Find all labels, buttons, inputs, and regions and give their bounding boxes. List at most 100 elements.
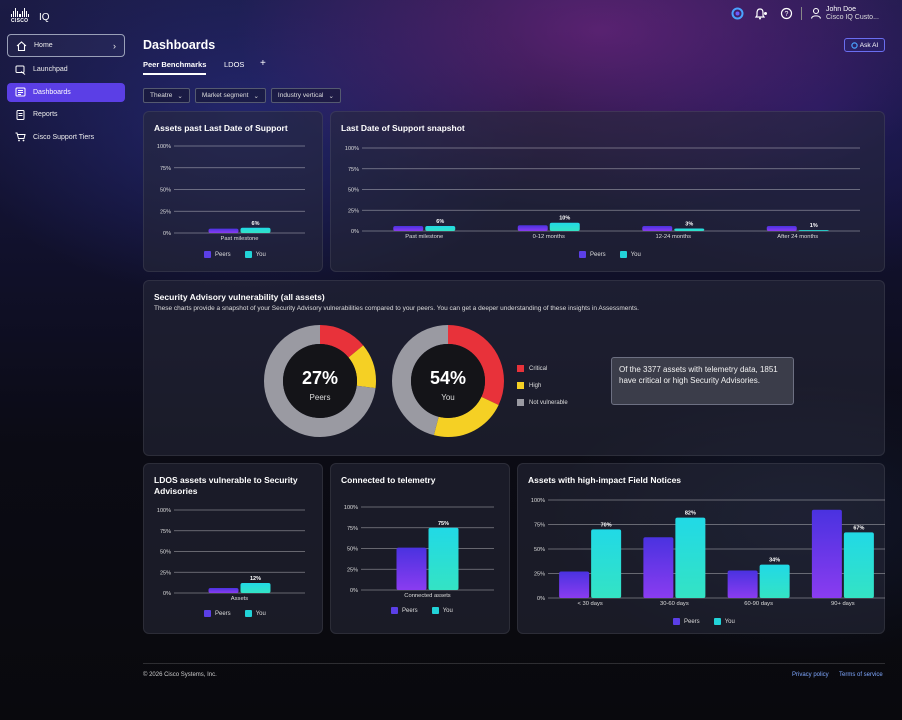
privacy-policy-link[interactable]: Privacy policy — [792, 672, 829, 678]
copyright: © 2026 Cisco Systems, Inc. — [143, 672, 217, 678]
bell-icon[interactable] — [754, 7, 767, 20]
legend-you: You — [619, 251, 641, 258]
cisco-bridge-icon — [11, 7, 29, 17]
legend-not-vulnerable: Not vulnerable — [517, 394, 568, 411]
app-name: IQ — [39, 12, 50, 23]
y-tick-label: 50% — [160, 550, 171, 556]
report-icon — [16, 109, 25, 120]
donut-hole — [411, 344, 485, 418]
sidebar-item-label: Launchpad — [33, 66, 68, 73]
data-label: 6% — [436, 219, 444, 225]
y-tick-label: 100% — [344, 505, 358, 511]
sidebar-item-support-tiers[interactable]: Cisco Support Tiers — [7, 128, 125, 147]
sidebar-item-reports[interactable]: Reports — [7, 105, 125, 124]
sparkle-icon — [851, 41, 858, 49]
sidebar: Home › Launchpad Dashboards Reports Cisc… — [7, 34, 125, 150]
legend-you: You — [244, 251, 266, 258]
donut-slice-not-vulnerable — [264, 325, 376, 437]
user-icon — [810, 7, 822, 19]
bar-peers — [208, 588, 239, 593]
cisco-logo[interactable]: CISCO IQ — [11, 7, 50, 24]
donut-center-value: 54% — [430, 368, 466, 388]
bar-you — [674, 228, 705, 231]
y-tick-label: 75% — [347, 526, 358, 532]
y-tick-label: 100% — [157, 508, 171, 514]
logo-word: CISCO — [11, 18, 29, 24]
home-icon — [16, 40, 27, 51]
chart-legend: Peers You — [579, 251, 641, 258]
theatre-filter[interactable]: Theatre ⌄ — [143, 88, 190, 103]
data-label: 3% — [685, 222, 693, 228]
donut-slice-high — [264, 325, 376, 437]
sidebar-item-home[interactable]: Home › — [7, 34, 125, 57]
user-name: John Doe — [826, 6, 856, 13]
donut-center-value: 27% — [302, 368, 338, 388]
help-icon[interactable]: ? — [780, 7, 793, 20]
ask-ai-label: Ask AI — [859, 41, 879, 49]
x-tick-label: Assets — [231, 596, 248, 602]
y-tick-label: 25% — [534, 572, 545, 578]
ldos-snapshot-chart: 100% 75% 50% 25% 0% 6% Past milestone 10% 0-12 m… — [345, 146, 860, 240]
x-tick-label: 30-60 days — [660, 601, 689, 607]
ask-ai-button[interactable]: Ask AI — [844, 38, 885, 52]
y-tick-label: 25% — [348, 208, 359, 214]
sidebar-item-label: Dashboards — [33, 88, 71, 96]
bar-peers — [396, 547, 427, 590]
y-tick-label: 0% — [537, 596, 545, 602]
legend-peers: Peers — [204, 251, 231, 258]
y-tick-label: 0% — [163, 231, 171, 237]
sidebar-item-dashboards[interactable]: Dashboards — [7, 82, 125, 102]
y-tick-label: 75% — [160, 529, 171, 535]
filter-label: Theatre — [150, 92, 173, 99]
bar-peers — [727, 570, 758, 598]
card-description: These charts provide a snapshot of your … — [154, 305, 639, 312]
legend-high: High — [517, 377, 568, 394]
legend-swatch — [517, 399, 524, 406]
data-label: 6% — [252, 221, 260, 227]
x-tick-label: 60-90 days — [744, 601, 773, 607]
donut-legend: Critical High Not vulnerable — [517, 360, 568, 411]
page-title: Dashboards — [143, 38, 216, 52]
donut-slice-not-vulnerable — [392, 325, 504, 437]
bar-peers — [517, 225, 548, 231]
user-menu[interactable]: John Doe Cisco IQ Custo... — [810, 6, 879, 24]
tab-peer-benchmarks[interactable]: Peer Benchmarks — [143, 60, 207, 75]
bar-you — [843, 532, 874, 598]
chart-legend: Peers You — [391, 607, 453, 614]
card-title: Last Date of Support snapshot — [341, 123, 465, 133]
chevron-down-icon: ⌄ — [328, 92, 334, 100]
legend-swatch — [673, 618, 680, 625]
data-label: 10% — [559, 216, 570, 222]
sidebar-item-launchpad[interactable]: Launchpad — [7, 60, 125, 79]
filter-label: Market segment — [201, 92, 249, 99]
y-tick-label: 50% — [347, 547, 358, 553]
x-tick-label: Connected assets — [404, 593, 451, 599]
donut-center-label: You — [441, 393, 455, 402]
bar-peers — [766, 226, 797, 231]
y-tick-label: 75% — [534, 523, 545, 529]
bar-you — [549, 222, 580, 231]
ai-assistant-icon[interactable] — [731, 7, 744, 20]
x-tick-label: 12-24 months — [656, 234, 692, 240]
x-tick-label: Past milestone — [220, 236, 258, 242]
terms-of-service-link[interactable]: Terms of service — [839, 672, 883, 678]
legend-swatch — [579, 251, 586, 258]
legend-you: You — [431, 607, 453, 614]
tab-ldos[interactable]: LDOS — [224, 60, 245, 69]
svg-text:?: ? — [785, 11, 789, 18]
chart-legend: Peers You — [204, 610, 266, 617]
add-tab-button[interactable]: + — [260, 58, 266, 69]
industry-vertical-filter[interactable]: Industry vertical ⌄ — [270, 88, 341, 103]
bar-you — [798, 230, 829, 231]
bar-peers — [559, 571, 590, 598]
legend-swatch — [517, 365, 524, 372]
legend-swatch — [204, 610, 211, 617]
card-title: Connected to telemetry — [341, 475, 436, 485]
market-segment-filter[interactable]: Market segment ⌄ — [194, 88, 266, 103]
chevron-down-icon: ⌄ — [253, 92, 259, 100]
legend-swatch — [204, 251, 211, 258]
y-tick-label: 0% — [350, 588, 358, 594]
bar-you — [425, 226, 456, 231]
y-tick-label: 50% — [348, 188, 359, 194]
sidebar-item-label: Reports — [33, 111, 58, 118]
